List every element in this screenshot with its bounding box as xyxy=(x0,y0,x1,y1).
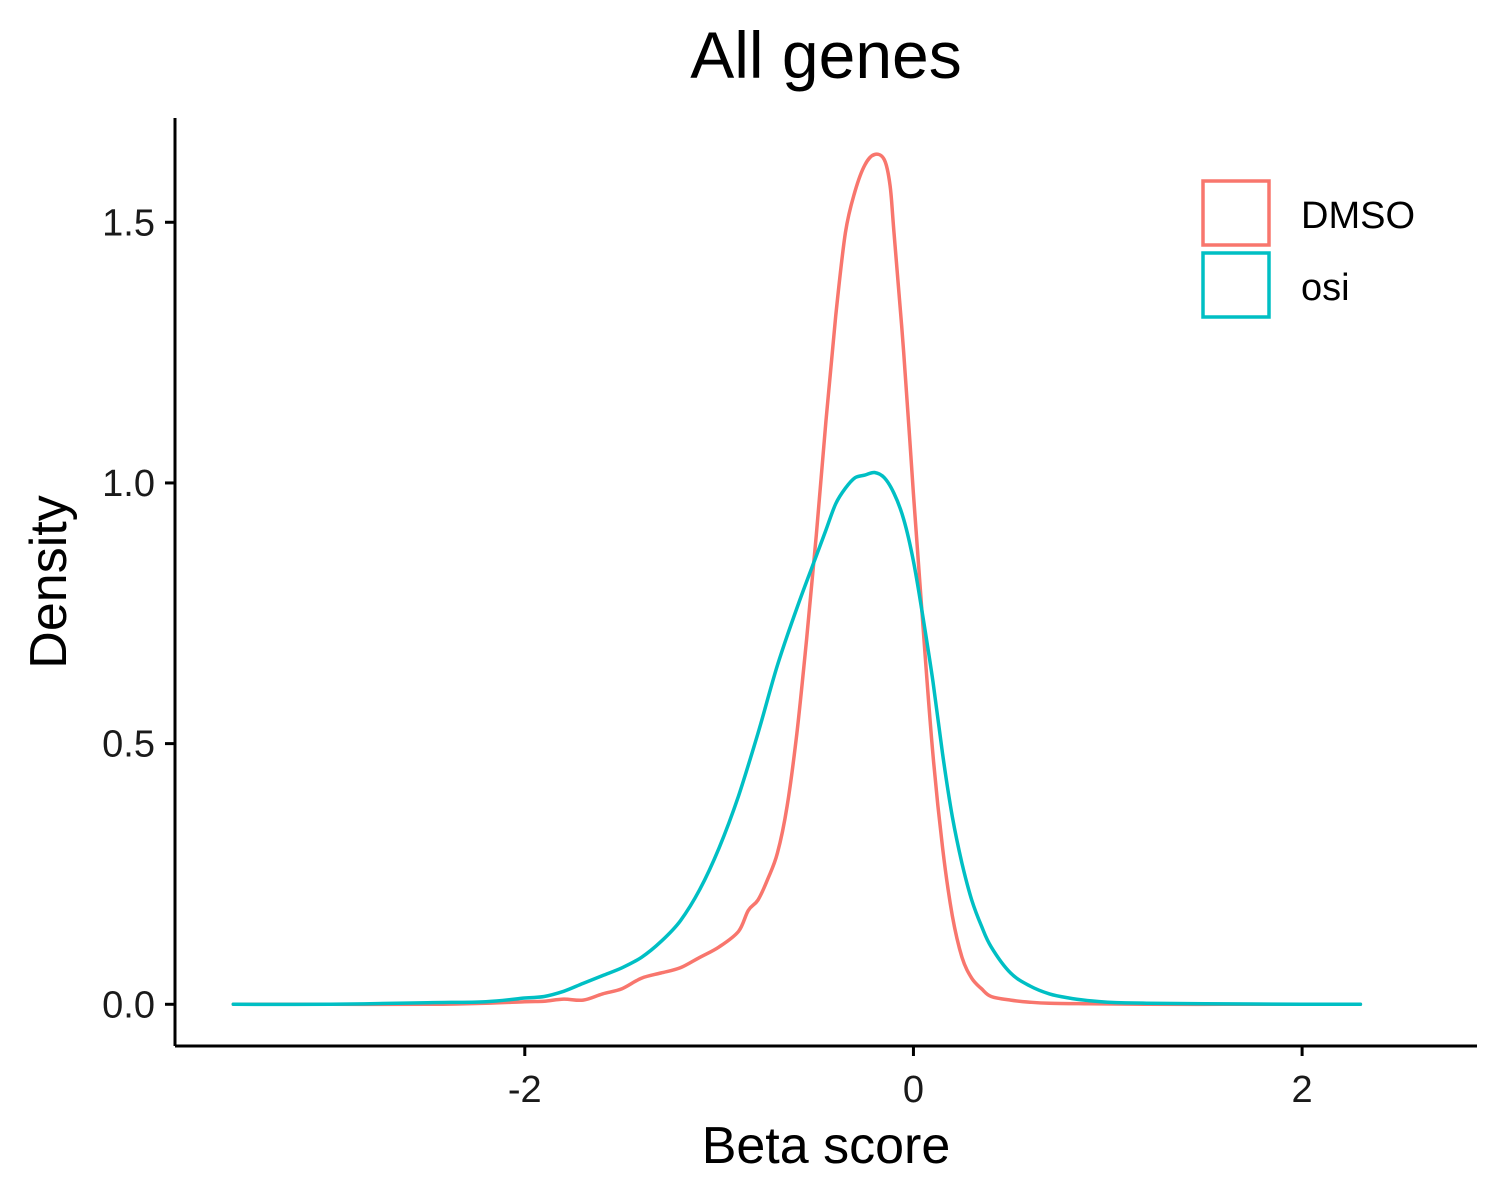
legend-label-dmso: DMSO xyxy=(1301,195,1415,237)
legend: DMSO osi xyxy=(1201,179,1415,319)
chart-title: All genes xyxy=(690,18,962,92)
y-tick-label: 1.0 xyxy=(102,463,155,505)
x-tick-label: 0 xyxy=(903,1069,924,1111)
y-tick-label: 0.5 xyxy=(102,724,155,766)
x-tick-label: 2 xyxy=(1292,1069,1313,1111)
x-tick-label: -2 xyxy=(508,1069,542,1111)
x-axis-title: Beta score xyxy=(702,1117,951,1175)
legend-label-osi: osi xyxy=(1301,267,1350,309)
y-axis-title: Density xyxy=(20,495,78,668)
series-line-osi xyxy=(231,470,1363,1007)
legend-key-dmso xyxy=(1201,179,1271,247)
x-axis-ticks: -2 0 2 xyxy=(508,1046,1313,1111)
y-tick-label: 0.0 xyxy=(102,984,155,1026)
series-line-dmso xyxy=(231,152,1363,1007)
series-curves xyxy=(231,152,1363,1007)
legend-key-osi xyxy=(1201,251,1271,319)
y-axis-ticks: 0.0 0.5 1.0 1.5 xyxy=(102,202,175,1026)
y-tick-label: 1.5 xyxy=(102,202,155,244)
